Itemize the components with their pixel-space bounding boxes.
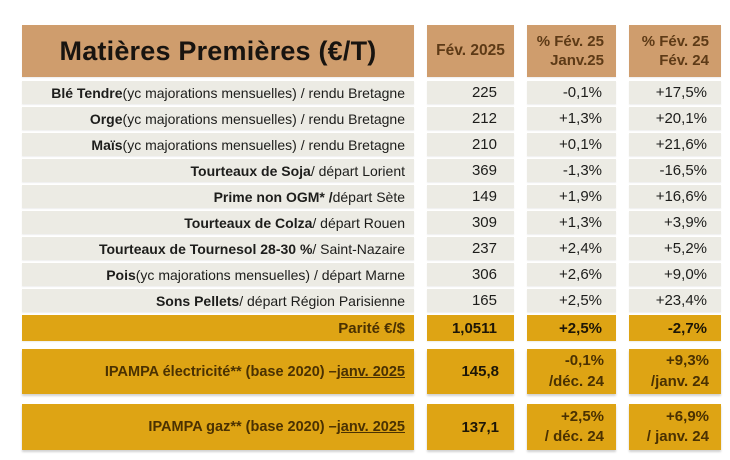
pct-vs-prev-month: +1,9% xyxy=(527,185,616,208)
header-line: Janv.25 xyxy=(550,52,604,69)
price-value: 225 xyxy=(427,81,514,104)
header-line: % Fév. 25 xyxy=(641,32,709,50)
commodity-label: Tourteaux de Colza / départ Rouen xyxy=(22,211,414,234)
column-header-current-month: Fév. 2025 xyxy=(427,25,514,77)
ipampa-gas-label: IPAMPA gaz** (base 2020) – janv. 2025 xyxy=(22,404,414,450)
table-row-tourteaux-soja: Tourteaux de Soja / départ Lorient 369 -… xyxy=(22,159,721,182)
table-row-ipampa-gaz: IPAMPA gaz** (base 2020) – janv. 2025 13… xyxy=(22,404,721,450)
pct-vs-prev-month: +2,6% xyxy=(527,263,616,286)
commodity-label: Pois (yc majorations mensuelles) / dépar… xyxy=(22,263,414,286)
table-row-tourteaux-tournesol: Tourteaux de Tournesol 28-30 % / Saint-N… xyxy=(22,237,721,260)
pct-vs-prev-year: -2,7% xyxy=(629,315,721,341)
header-line: % Fév. 25 xyxy=(536,32,604,50)
page-title: Matières Premières (€/T) xyxy=(59,35,377,66)
pct-vs-prev-month: +0,1% xyxy=(527,133,616,156)
table-row-tourteaux-colza: Tourteaux de Colza / départ Rouen 309 +1… xyxy=(22,211,721,234)
column-header-pct-vs-prev-month: % Fév. 25 Janv.25 xyxy=(527,25,616,77)
pct-vs-prev-month: -0,1% xyxy=(527,81,616,104)
ipampa-date-link[interactable]: janv. 2025 xyxy=(336,419,405,435)
pct-vs-prev-month: +2,5% / déc. 24 xyxy=(527,404,616,450)
price-value: 369 xyxy=(427,159,514,182)
commodity-label: Tourteaux de Soja / départ Lorient xyxy=(22,159,414,182)
pct-vs-prev-year: +9,3% /janv. 24 xyxy=(629,349,721,394)
pct-vs-prev-year: +9,0% xyxy=(629,263,721,286)
header-line: Fév. 24 xyxy=(659,52,709,69)
ipampa-electricity-label: IPAMPA électricité** (base 2020) – janv.… xyxy=(22,349,414,394)
pct-vs-prev-month: -0,1% /déc. 24 xyxy=(527,349,616,394)
column-header-pct-vs-prev-year: % Fév. 25 Fév. 24 xyxy=(629,25,721,77)
price-value: 212 xyxy=(427,107,514,130)
pct-vs-prev-month: +2,4% xyxy=(527,237,616,260)
commodity-label: Sons Pellets / départ Région Parisienne xyxy=(22,289,414,312)
commodity-label: Maïs (yc majorations mensuelles) / rendu… xyxy=(22,133,414,156)
table-row-ble-tendre: Blé Tendre (yc majorations mensuelles) /… xyxy=(22,81,721,104)
table-row-pois: Pois (yc majorations mensuelles) / dépar… xyxy=(22,263,721,286)
ipampa-gas-value: 137,1 xyxy=(427,404,514,450)
pct-vs-prev-month: +2,5% xyxy=(527,315,616,341)
pct-vs-prev-year: +3,9% xyxy=(629,211,721,234)
price-value: 237 xyxy=(427,237,514,260)
table-row-sons-pellets: Sons Pellets / départ Région Parisienne … xyxy=(22,289,721,312)
table-row-ipampa-electricite: IPAMPA électricité** (base 2020) – janv.… xyxy=(22,349,721,394)
price-value: 309 xyxy=(427,211,514,234)
pct-vs-prev-year: +17,5% xyxy=(629,81,721,104)
commodity-label: Tourteaux de Tournesol 28-30 % / Saint-N… xyxy=(22,237,414,260)
table-header-row: Matières Premières (€/T) Fév. 2025 % Fév… xyxy=(22,25,721,77)
raw-materials-price-table: Matières Premières (€/T) Fév. 2025 % Fév… xyxy=(22,25,721,460)
table-title-cell: Matières Premières (€/T) xyxy=(22,25,414,77)
pct-vs-prev-year: -16,5% xyxy=(629,159,721,182)
pct-vs-prev-month: +1,3% xyxy=(527,107,616,130)
ipampa-date-link[interactable]: janv. 2025 xyxy=(336,363,405,380)
parity-label: Parité €/$ xyxy=(22,315,414,341)
wheat-field-photo-strip xyxy=(2,25,13,448)
pct-vs-prev-year: +6,9% / janv. 24 xyxy=(629,404,721,450)
parity-value: 1,0511 xyxy=(427,315,514,341)
price-value: 210 xyxy=(427,133,514,156)
pct-vs-prev-year: +21,6% xyxy=(629,133,721,156)
commodity-label: Orge (yc majorations mensuelles) / rendu… xyxy=(22,107,414,130)
ipampa-electricity-value: 145,8 xyxy=(427,349,514,394)
pct-vs-prev-month: -1,3% xyxy=(527,159,616,182)
pct-vs-prev-year: +16,6% xyxy=(629,185,721,208)
price-value: 306 xyxy=(427,263,514,286)
pct-vs-prev-month: +2,5% xyxy=(527,289,616,312)
table-row-parite-eur-usd: Parité €/$ 1,0511 +2,5% -2,7% xyxy=(22,315,721,341)
price-value: 165 xyxy=(427,289,514,312)
pct-vs-prev-month: +1,3% xyxy=(527,211,616,234)
table-row-orge: Orge (yc majorations mensuelles) / rendu… xyxy=(22,107,721,130)
pct-vs-prev-year: +5,2% xyxy=(629,237,721,260)
table-row-prime-non-ogm: Prime non OGM* / départ Sète 149 +1,9% +… xyxy=(22,185,721,208)
table-row-mais: Maïs (yc majorations mensuelles) / rendu… xyxy=(22,133,721,156)
commodity-label: Prime non OGM* / départ Sète xyxy=(22,185,414,208)
pct-vs-prev-year: +20,1% xyxy=(629,107,721,130)
price-value: 149 xyxy=(427,185,514,208)
commodity-label: Blé Tendre (yc majorations mensuelles) /… xyxy=(22,81,414,104)
pct-vs-prev-year: +23,4% xyxy=(629,289,721,312)
